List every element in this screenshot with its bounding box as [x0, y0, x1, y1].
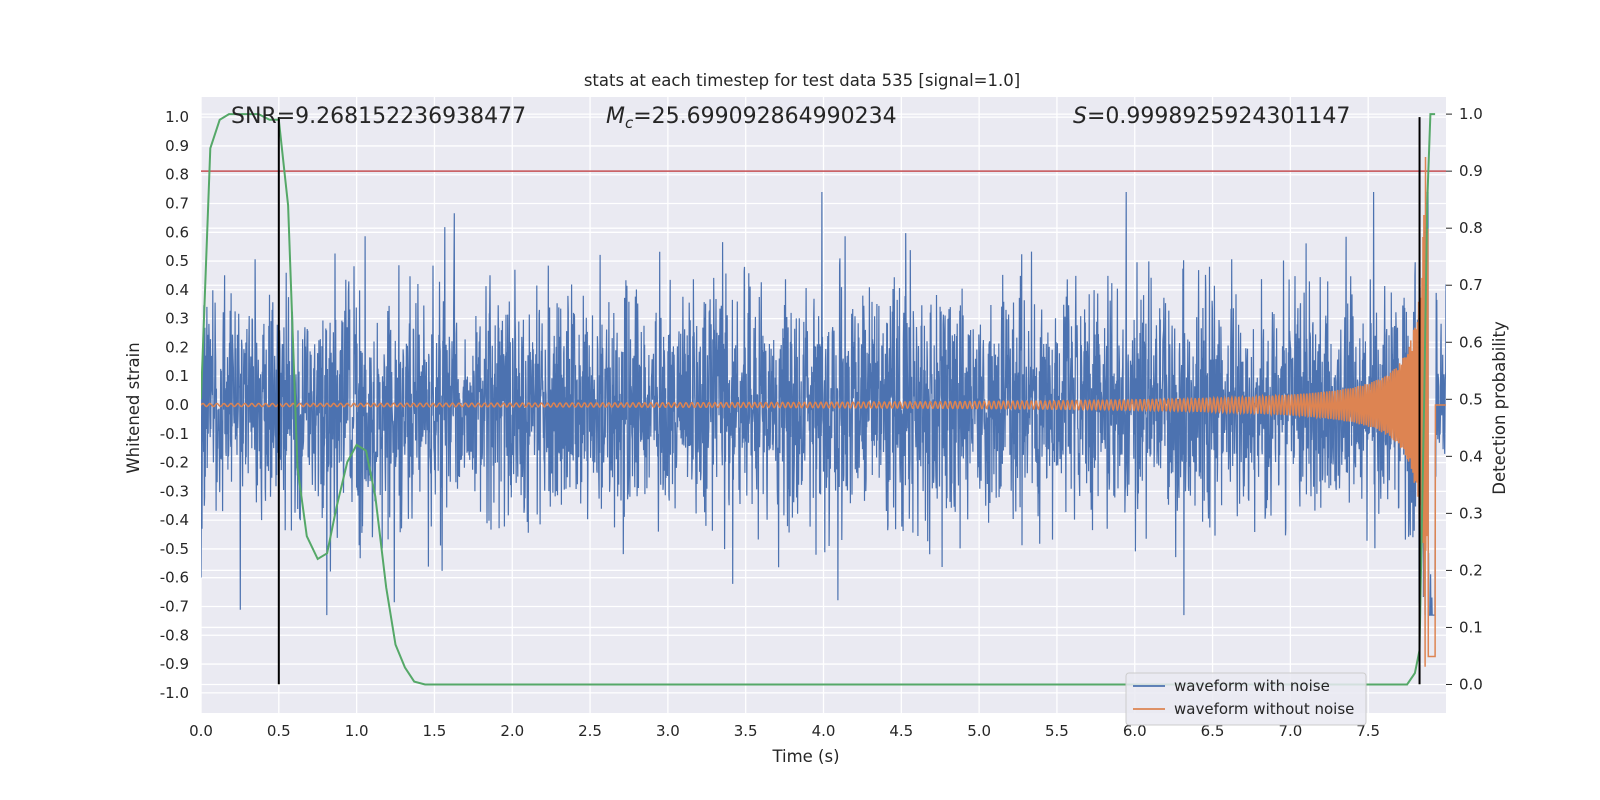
x-tick-label: 7.5 — [1356, 722, 1380, 740]
y-tick-label: -0.8 — [160, 626, 189, 644]
y-tick-label: 0.6 — [165, 223, 189, 241]
y-tick-label: 0.8 — [165, 166, 189, 184]
x-tick-label: 4.5 — [889, 722, 913, 740]
y-axis-label: Whitened strain — [124, 342, 143, 473]
y-tick-label: 0.7 — [165, 195, 189, 213]
series-waveform-with-noise — [201, 191, 1446, 616]
chart-title: stats at each timestep for test data 535… — [584, 71, 1020, 90]
y-tick-label: 0.4 — [165, 281, 189, 299]
y-tick-label: -0.9 — [160, 655, 189, 673]
y-tick-label: 0.9 — [165, 137, 189, 155]
y2-tick-label: 0.7 — [1459, 276, 1483, 294]
x-tick-label: 0.0 — [189, 722, 213, 740]
y2-tick-label: 0.3 — [1459, 504, 1483, 522]
x-tick-label: 2.5 — [578, 722, 602, 740]
x-tick-label: 6.0 — [1123, 722, 1147, 740]
x-tick-label: 6.5 — [1201, 722, 1225, 740]
y-tick-label: 0.5 — [165, 252, 189, 270]
chirp-mass-annotation: Mc=25.699092864990234 — [606, 104, 897, 132]
y-tick-label: 1.0 — [165, 108, 189, 126]
snr-annotation: SNR=9.268152236938477 — [231, 104, 526, 129]
y-tick-label: -0.6 — [160, 569, 189, 587]
y2-axis-label: Detection probability — [1490, 321, 1509, 495]
y2-tick-label: 0.1 — [1459, 618, 1483, 636]
y2-tick-label: 0.0 — [1459, 675, 1483, 693]
y-tick-label: -1.0 — [160, 684, 189, 702]
y-tick-label: -0.7 — [160, 597, 189, 615]
y-tick-label: 0.2 — [165, 338, 189, 356]
y-tick-label: 0.1 — [165, 367, 189, 385]
legend-label-clean: waveform without noise — [1174, 700, 1354, 718]
x-tick-label: 1.0 — [345, 722, 369, 740]
y-tick-label: -0.2 — [160, 454, 189, 472]
series-detection-probability — [201, 113, 1436, 686]
y-tick-label: -0.5 — [160, 540, 189, 558]
x-axis-label: Time (s) — [771, 747, 839, 766]
x-tick-label: 5.0 — [967, 722, 991, 740]
x-tick-label: 3.5 — [734, 722, 758, 740]
y2-tick-label: 0.4 — [1459, 447, 1483, 465]
y2-tick-label: 1.0 — [1459, 105, 1483, 123]
y2-tick-label: 0.5 — [1459, 390, 1483, 408]
x-tick-label: 5.5 — [1045, 722, 1069, 740]
y-tick-label: -0.3 — [160, 482, 189, 500]
y-tick-label: 0.3 — [165, 310, 189, 328]
x-tick-label: 1.5 — [423, 722, 447, 740]
y-tick-label: 0.0 — [165, 396, 189, 414]
y2-tick-label: 0.8 — [1459, 219, 1483, 237]
x-tick-label: 4.0 — [812, 722, 836, 740]
legend-box — [1125, 672, 1367, 726]
x-tick-label: 3.0 — [656, 722, 680, 740]
y-tick-label: -0.1 — [160, 425, 189, 443]
x-tick-label: 0.5 — [267, 722, 291, 740]
y-tick-label: -0.4 — [160, 511, 189, 529]
x-tick-label: 2.0 — [500, 722, 524, 740]
legend-label-noise: waveform with noise — [1174, 677, 1330, 695]
y2-tick-label: 0.9 — [1459, 162, 1483, 180]
legend: waveform with noise waveform without noi… — [1125, 672, 1367, 726]
x-tick-label: 7.0 — [1278, 722, 1302, 740]
series-waveform-without-noise — [201, 156, 1446, 667]
y2-tick-label: 0.6 — [1459, 333, 1483, 351]
y2-tick-label: 0.2 — [1459, 561, 1483, 579]
significance-annotation: S=0.9998925924301147 — [1073, 104, 1350, 129]
